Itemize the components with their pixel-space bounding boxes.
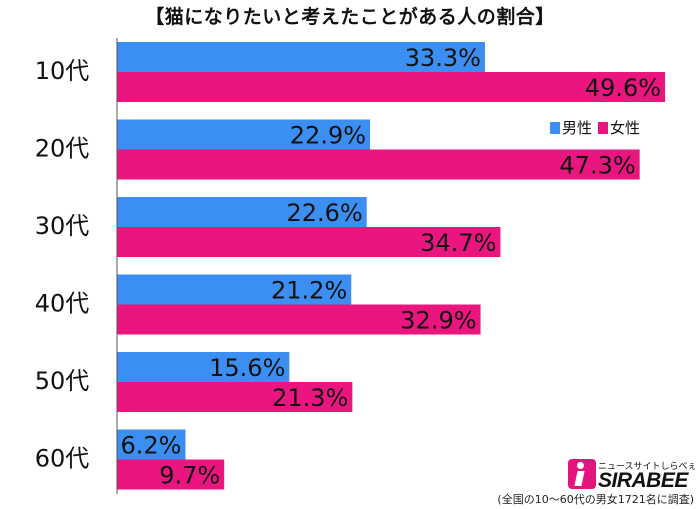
sirabee-logo: ニュースサイトしらべぇ SIRABEE	[568, 459, 697, 492]
data-label-male: 33.3%	[405, 44, 481, 72]
bar-male	[117, 119, 371, 150]
bar-male	[117, 197, 367, 227]
data-label-female: 21.3%	[272, 384, 348, 412]
bar-female	[117, 459, 225, 490]
category-label: 50代	[35, 367, 90, 395]
category-label: 30代	[35, 212, 90, 240]
bar-male	[117, 42, 485, 72]
legend-label-male: 男性	[562, 119, 593, 137]
category-label: 40代	[35, 290, 90, 318]
logo-badge	[568, 459, 596, 489]
data-label-female: 34.7%	[420, 229, 496, 257]
data-label-male: 15.6%	[209, 354, 285, 382]
data-label-male: 6.2%	[121, 432, 182, 460]
data-label-female: 47.3%	[559, 152, 635, 180]
data-label-female: 49.6%	[585, 74, 661, 102]
category-label: 20代	[35, 135, 90, 163]
survey-footnote: (全国の10〜60代の男女1721名に調査)	[497, 493, 694, 506]
category-label: 10代	[35, 57, 90, 85]
category-label: 60代	[35, 445, 90, 473]
legend-item-female: 女性	[598, 117, 640, 138]
logo-brand: SIRABEE	[598, 469, 688, 492]
data-label-male: 22.9%	[290, 122, 366, 150]
data-label-female: 32.9%	[400, 307, 476, 335]
bar-female	[117, 149, 640, 180]
bar-male	[117, 429, 186, 460]
bar-female	[117, 304, 481, 335]
bar-male	[117, 274, 352, 305]
logo-tagline: ニュースサイトしらべぇ	[598, 462, 697, 472]
bar-female	[117, 382, 353, 412]
data-label-male: 21.2%	[271, 277, 347, 305]
data-label-male: 22.6%	[286, 199, 362, 227]
legend-item-male: 男性	[550, 117, 592, 138]
legend-swatch-female	[598, 122, 609, 134]
data-label-female: 9.7%	[159, 462, 220, 490]
legend-swatch-male	[550, 122, 560, 134]
legend: 男性 女性	[550, 117, 640, 138]
bar-female	[117, 227, 501, 257]
chart-title: 【猫になりたいと考えたことがある人の割合】	[145, 6, 555, 28]
legend-label-female: 女性	[610, 119, 641, 137]
bar-male	[117, 352, 290, 382]
bar-female	[117, 72, 666, 102]
